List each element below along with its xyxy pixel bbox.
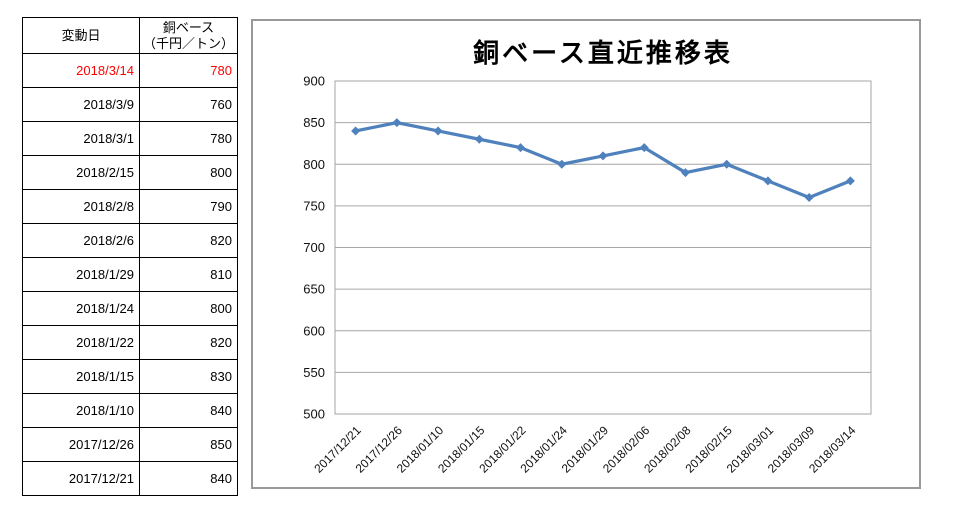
data-point-marker bbox=[639, 143, 649, 153]
table-header-row: 変動日 銅ベース （千円／トン） bbox=[22, 17, 238, 54]
y-axis-tick-label: 500 bbox=[303, 407, 325, 422]
y-axis-tick-label: 700 bbox=[303, 240, 325, 255]
y-axis-tick-label: 650 bbox=[303, 282, 325, 297]
data-point-marker bbox=[557, 159, 567, 169]
data-point-marker bbox=[845, 176, 855, 186]
y-axis-tick-label: 550 bbox=[303, 365, 325, 380]
date-cell[interactable]: 2018/2/6 bbox=[22, 223, 140, 258]
table-row: 2017/12/26 850 bbox=[22, 427, 238, 462]
y-axis-tick-label: 850 bbox=[303, 115, 325, 130]
value-cell[interactable]: 790 bbox=[139, 189, 238, 224]
value-header-line1: 銅ベース bbox=[162, 19, 215, 35]
data-point-marker bbox=[351, 126, 361, 136]
date-cell[interactable]: 2018/3/14 bbox=[22, 53, 140, 88]
value-cell[interactable]: 820 bbox=[139, 223, 238, 258]
data-point-marker bbox=[680, 168, 690, 178]
date-cell[interactable]: 2018/1/10 bbox=[22, 393, 140, 428]
value-cell[interactable]: 800 bbox=[139, 291, 238, 326]
date-cell[interactable]: 2018/1/15 bbox=[22, 359, 140, 394]
chart-panel[interactable]: 銅ベース直近推移表 500 550 600 650 700 750 800 850 900 201… bbox=[251, 19, 921, 489]
y-axis-tick-label: 750 bbox=[303, 198, 325, 213]
y-axis-tick-label: 900 bbox=[303, 74, 325, 89]
table-row: 2018/3/9 760 bbox=[22, 87, 238, 122]
chart-title: 銅ベース直近推移表 bbox=[473, 38, 733, 68]
value-cell[interactable]: 820 bbox=[139, 325, 238, 360]
date-cell[interactable]: 2018/2/15 bbox=[22, 155, 140, 190]
data-point-marker bbox=[433, 126, 443, 136]
value-cell[interactable]: 760 bbox=[139, 87, 238, 122]
y-axis-tick-label: 800 bbox=[303, 157, 325, 172]
table-row: 2018/1/24 800 bbox=[22, 291, 238, 326]
date-cell[interactable]: 2018/1/22 bbox=[22, 325, 140, 360]
table-row: 2017/12/21 840 bbox=[22, 461, 238, 496]
table-row: 2018/2/8 790 bbox=[22, 189, 238, 224]
date-cell[interactable]: 2018/1/24 bbox=[22, 291, 140, 326]
date-cell[interactable]: 2018/3/9 bbox=[22, 87, 140, 122]
date-cell[interactable]: 2018/2/8 bbox=[22, 189, 140, 224]
date-cell[interactable]: 2018/3/1 bbox=[22, 121, 140, 156]
value-cell[interactable]: 810 bbox=[139, 257, 238, 292]
trend-line-chart: 5005506006507007508008509002017/12/21201… bbox=[303, 74, 872, 476]
value-column-header: 銅ベース （千円／トン） bbox=[139, 17, 238, 54]
data-point-marker bbox=[722, 159, 732, 169]
data-point-marker bbox=[804, 193, 814, 203]
data-point-marker bbox=[474, 134, 484, 144]
table-row: 2018/1/10 840 bbox=[22, 393, 238, 428]
table-row: 2018/2/15 800 bbox=[22, 155, 238, 190]
plot-area-border bbox=[334, 80, 872, 415]
date-column-header: 変動日 bbox=[22, 17, 140, 54]
price-table: 変動日 銅ベース （千円／トン） 2018/3/14 780 2018/3/9 760… bbox=[22, 17, 238, 496]
table-row: 2018/3/1 780 bbox=[22, 121, 238, 156]
value-cell[interactable]: 800 bbox=[139, 155, 238, 190]
value-cell[interactable]: 780 bbox=[139, 53, 238, 88]
value-cell[interactable]: 850 bbox=[139, 427, 238, 462]
value-cell[interactable]: 840 bbox=[139, 393, 238, 428]
data-point-marker bbox=[598, 151, 608, 161]
y-axis-tick-label: 600 bbox=[303, 323, 325, 338]
date-cell[interactable]: 2018/1/29 bbox=[22, 257, 140, 292]
table-row: 2018/1/15 830 bbox=[22, 359, 238, 394]
data-point-marker bbox=[392, 118, 402, 128]
table-row: 2018/1/22 820 bbox=[22, 325, 238, 360]
value-header-line2: （千円／トン） bbox=[142, 35, 234, 51]
value-cell[interactable]: 830 bbox=[139, 359, 238, 394]
table-row: 2018/2/6 820 bbox=[22, 223, 238, 258]
date-cell[interactable]: 2017/12/21 bbox=[22, 461, 140, 496]
table-row: 2018/1/29 810 bbox=[22, 257, 238, 292]
table-row: 2018/3/14 780 bbox=[22, 53, 238, 88]
value-cell[interactable]: 780 bbox=[139, 121, 238, 156]
date-cell[interactable]: 2017/12/26 bbox=[22, 427, 140, 462]
data-point-marker bbox=[763, 176, 773, 186]
data-point-marker bbox=[516, 143, 526, 153]
value-cell[interactable]: 840 bbox=[139, 461, 238, 496]
